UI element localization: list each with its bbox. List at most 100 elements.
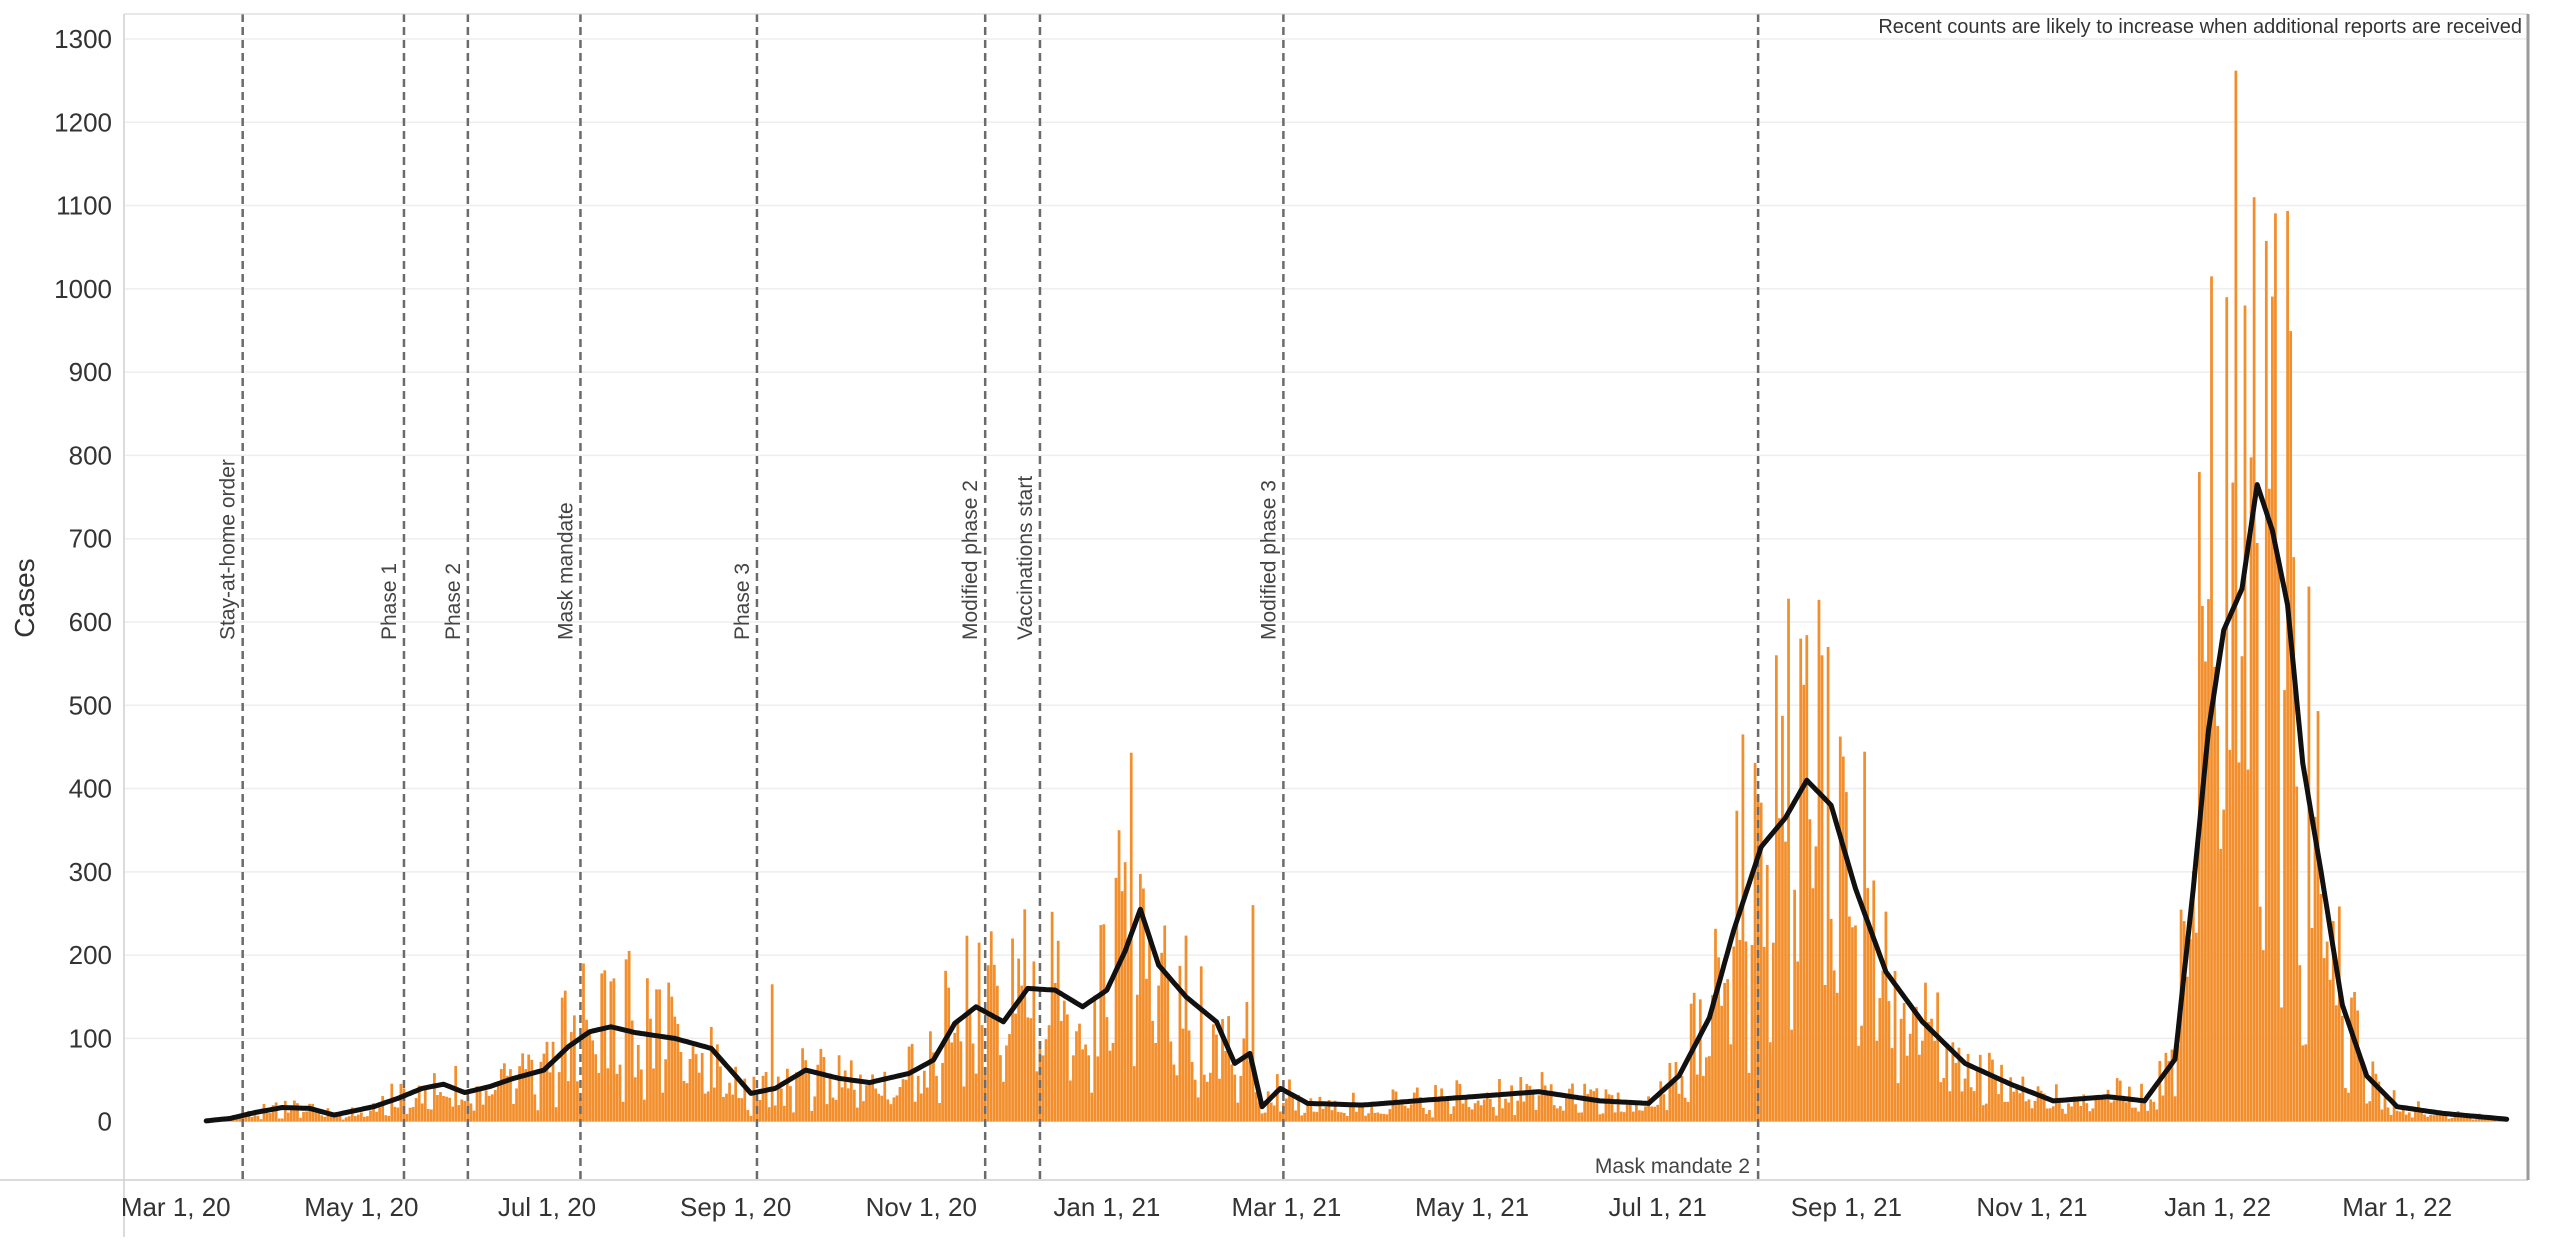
daily-case-bar (2295, 786, 2299, 1122)
daily-case-bar (1905, 1055, 1909, 1122)
daily-case-bar (700, 1052, 704, 1122)
daily-case-bar (1659, 1081, 1663, 1122)
daily-case-bar (737, 1097, 741, 1122)
daily-case-bar (359, 1112, 363, 1122)
daily-case-bar (1683, 1097, 1687, 1122)
daily-case-bar (1771, 942, 1775, 1122)
daily-case-bar (1887, 1001, 1891, 1122)
daily-case-bar (2337, 906, 2341, 1122)
daily-case-bar (636, 1044, 640, 1122)
daily-case-bar (2240, 656, 2244, 1122)
daily-case-bar (1084, 1044, 1087, 1122)
daily-case-bar (506, 1075, 509, 1122)
daily-case-bar (752, 1076, 756, 1122)
daily-case-bar (1254, 1092, 1258, 1122)
daily-case-bar (1291, 1093, 1294, 1122)
event-label: Phase 3 (731, 563, 754, 640)
daily-case-bar (728, 1082, 731, 1122)
daily-case-bar (2018, 1093, 2022, 1122)
daily-case-bar (1811, 888, 1815, 1122)
daily-case-bar (2045, 1108, 2049, 1122)
daily-case-bar (420, 1103, 424, 1122)
daily-case-bar (1918, 1054, 1921, 1122)
daily-case-bar (1215, 1034, 1218, 1122)
daily-case-bar (1896, 1083, 1900, 1122)
daily-case-bar (852, 1089, 856, 1122)
daily-case-bar (1020, 985, 1024, 1122)
daily-case-bar (2328, 979, 2332, 1122)
daily-case-bar (411, 1107, 415, 1122)
daily-case-bar (2371, 1061, 2375, 1122)
daily-case-bar (530, 1059, 534, 1122)
daily-case-bar (1936, 992, 1940, 1122)
gridlines (124, 38, 2528, 1040)
daily-case-bar (1914, 1006, 1918, 1122)
daily-case-bar (1744, 941, 1748, 1122)
daily-case-bar (965, 935, 969, 1122)
daily-case-bar (503, 1063, 506, 1122)
daily-case-bar (1041, 1055, 1045, 1122)
y-tick-label: 1300 (54, 24, 112, 54)
daily-case-bar (533, 1094, 537, 1122)
daily-case-bar (1908, 1033, 1912, 1122)
daily-case-bar (1139, 874, 1142, 1122)
daily-case-bar (1452, 1106, 1456, 1122)
daily-case-bar (1945, 1044, 1949, 1122)
daily-case-bar (545, 1041, 549, 1122)
daily-case-bar (615, 1073, 619, 1122)
daily-case-bar (670, 996, 674, 1122)
daily-case-bar (2228, 749, 2232, 1122)
daily-case-bar (795, 1072, 798, 1122)
daily-case-bar (1756, 795, 1760, 1122)
event-label: Modified phase 3 (1257, 480, 1280, 640)
daily-case-bar (2322, 958, 2326, 1122)
daily-case-bar (1403, 1105, 1407, 1122)
daily-case-bar (685, 1083, 689, 1122)
daily-case-bar (1102, 924, 1106, 1122)
daily-case-bar (1793, 889, 1796, 1122)
daily-case-bar (1087, 1055, 1091, 1122)
daily-case-bar (1482, 1099, 1486, 1122)
daily-case-bar (1714, 928, 1717, 1122)
daily-case-bar (2347, 1092, 2350, 1122)
daily-case-bar (1601, 1113, 1605, 1122)
daily-case-bar (2453, 1115, 2457, 1122)
daily-case-bar (1686, 1101, 1690, 1122)
daily-case-bar (1409, 1104, 1413, 1122)
daily-case-bar (1148, 937, 1151, 1122)
daily-case-bar (2085, 1103, 2089, 1122)
x-tick-label: Mar 1, 21 (1232, 1192, 1342, 1222)
daily-case-bar (1863, 751, 1866, 1122)
daily-case-bar (384, 1115, 388, 1122)
daily-case-bar (1005, 1045, 1008, 1122)
daily-case-bar (1373, 1112, 1377, 1122)
daily-case-bar (442, 1095, 445, 1122)
daily-case-bar (2420, 1109, 2423, 1122)
daily-case-bar (2395, 1110, 2399, 1122)
daily-case-bar (433, 1073, 436, 1122)
y-tick-label: 100 (69, 1023, 112, 1053)
daily-case-bar (849, 1060, 853, 1122)
daily-case-bar (2170, 1049, 2174, 1122)
daily-case-bar (1972, 1091, 1976, 1122)
daily-case-bar (2143, 1100, 2146, 1122)
daily-case-bar (1701, 1075, 1705, 1122)
daily-case-bar (1294, 1110, 1297, 1122)
daily-case-bar (1333, 1100, 1337, 1122)
daily-case-bar (445, 1096, 448, 1122)
daily-case-bar (1090, 1092, 1094, 1122)
daily-case-bar (521, 1053, 525, 1122)
daily-case-bar (490, 1094, 494, 1122)
daily-case-bar (1175, 1075, 1179, 1122)
daily-case-bar (1631, 1111, 1635, 1122)
daily-case-bar (414, 1098, 418, 1122)
daily-case-bar (1616, 1092, 1620, 1122)
y-tick-label: 0 (98, 1107, 112, 1137)
daily-case-bar (667, 982, 671, 1122)
daily-case-bar (2082, 1094, 2086, 1122)
daily-case-bar (661, 1092, 664, 1122)
daily-case-bar (779, 1088, 783, 1122)
daily-case-bar (2048, 1108, 2052, 1122)
daily-case-bar (649, 1018, 652, 1122)
daily-case-bar (846, 1088, 850, 1122)
